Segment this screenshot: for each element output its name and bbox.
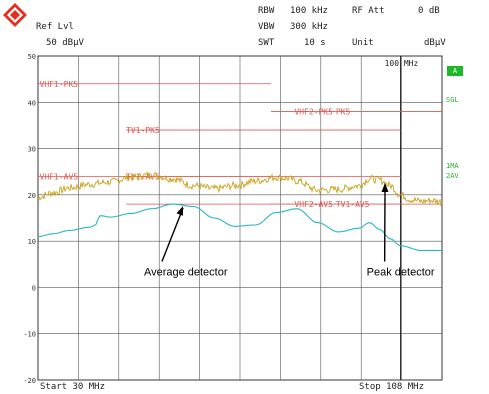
annotation-arrowhead	[381, 182, 389, 192]
rf-att-label: RF Att	[352, 6, 385, 16]
limit-line-label: VHF2-PK5	[294, 108, 333, 117]
unit-value: dBµV	[424, 38, 446, 48]
grid: 100 MHz	[37, 55, 443, 381]
annotation-arrowhead	[176, 206, 184, 216]
limit-lines: VHF1-PK5 VHF2-PK5 TV1-PK5 VHF1-AV5 TV1-AV5VH…	[38, 80, 442, 209]
peak-trace	[37, 171, 443, 207]
rbw-label: RBW	[258, 6, 275, 16]
y-tick-label: 20	[28, 192, 36, 200]
rbw-value: 100 kHz	[290, 6, 328, 16]
annotation-label: Peak detector	[367, 267, 435, 279]
annotation-label: Average detector	[144, 267, 228, 279]
y-tick-label: 10	[28, 238, 36, 246]
y-tick-label: -10	[23, 331, 36, 339]
limit-line-label: VHF1-AV5	[40, 172, 79, 181]
swt-value: 10 s	[304, 38, 326, 48]
average-trace	[37, 203, 442, 251]
y-tick-label: 50	[28, 53, 36, 61]
vbw-value: 300 kHz	[290, 22, 328, 32]
swt-label: SWT	[258, 38, 275, 48]
y-tick-label: 40	[28, 99, 36, 107]
trace1-label: 1MA	[446, 162, 459, 170]
ref-lvl-value: 50 dBµV	[46, 38, 84, 48]
rf-att-value: 0 dB	[418, 6, 440, 16]
y-tick-label: 0	[32, 284, 36, 292]
limit-line-label: TV1-AV5	[336, 200, 370, 209]
y-tick-label: 30	[28, 146, 36, 154]
marker-label: 100 MHz	[385, 59, 419, 68]
traces	[37, 171, 443, 251]
trace2-label: 2AV	[446, 172, 459, 180]
unit-label: Unit	[352, 38, 374, 48]
annotation-arrow	[161, 207, 184, 262]
x-stop-label: Stop 108 MHz	[359, 382, 425, 392]
limit-line-label: PK5	[336, 108, 351, 117]
y-tick-labels: -20 -10 0 10 20 30 40 50	[23, 53, 36, 385]
limit-line-label: TV1-PK5	[126, 126, 160, 135]
rohde-schwarz-logo	[2, 2, 28, 28]
annotations: Average detector Peak detector	[144, 182, 435, 279]
limit-line-label: VHF1-PK5	[40, 80, 79, 89]
trace-a-badge: A	[447, 66, 463, 76]
sgl-label: SGL	[446, 96, 459, 104]
x-start-label: Start 30 MHz	[40, 382, 106, 392]
ref-lvl-label: Ref Lvl	[36, 22, 74, 32]
limit-line-label: VHF2-AV5	[294, 200, 333, 209]
y-tick-label: -20	[23, 377, 36, 385]
logo-diamond-icon	[3, 3, 27, 27]
vbw-label: VBW	[258, 22, 275, 32]
